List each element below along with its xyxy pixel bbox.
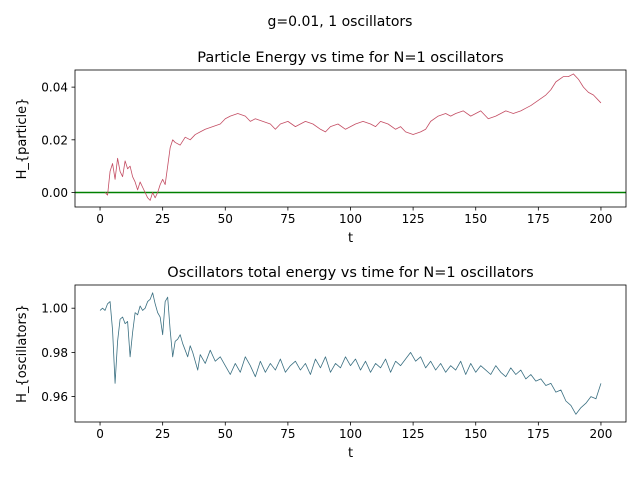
chart-panel-2: Oscillators total energy vs time for N=1…	[15, 265, 627, 461]
y-tick-label: 0.98	[41, 346, 68, 360]
x-tick-label: 50	[218, 212, 233, 226]
x-tick-label: 75	[280, 427, 295, 441]
x-tick-label: 0	[96, 212, 104, 226]
y-tick-label: 0.96	[41, 390, 68, 404]
chart-title: Oscillators total energy vs time for N=1…	[167, 265, 533, 281]
y-tick-label: 0.02	[41, 133, 68, 147]
x-tick-label: 175	[527, 212, 550, 226]
x-tick-label: 125	[402, 427, 425, 441]
y-tick-label: 1.00	[41, 302, 68, 316]
chart-title: Particle Energy vs time for N=1 oscillat…	[197, 50, 504, 66]
x-tick-label: 150	[464, 212, 487, 226]
y-tick-label: 0.04	[41, 81, 68, 95]
x-tick-label: 200	[590, 212, 613, 226]
x-tick-label: 0	[96, 427, 104, 441]
x-axis-label: t	[348, 231, 353, 246]
plot-frame	[74, 284, 627, 423]
x-axis-label: t	[348, 446, 353, 461]
x-tick-label: 25	[155, 212, 170, 226]
x-tick-label: 125	[402, 212, 425, 226]
figure-suptitle: g=0.01, 1 oscillators	[268, 14, 413, 30]
y-axis-label: H_{particle}	[15, 98, 30, 180]
x-tick-label: 175	[527, 427, 550, 441]
y-tick-label: 0.00	[41, 186, 68, 200]
x-tick-label: 75	[280, 212, 295, 226]
x-tick-label: 25	[155, 427, 170, 441]
y-axis-label: H_{oscillators}	[15, 304, 30, 403]
x-tick-label: 100	[339, 427, 362, 441]
series-line-1	[99, 292, 602, 415]
x-tick-label: 150	[464, 427, 487, 441]
chart-panel-1: Particle Energy vs time for N=1 oscillat…	[15, 50, 627, 246]
series-line-1	[104, 73, 602, 201]
x-tick-label: 50	[218, 427, 233, 441]
plot-frame	[74, 69, 627, 208]
x-tick-label: 100	[339, 212, 362, 226]
x-tick-label: 200	[590, 427, 613, 441]
